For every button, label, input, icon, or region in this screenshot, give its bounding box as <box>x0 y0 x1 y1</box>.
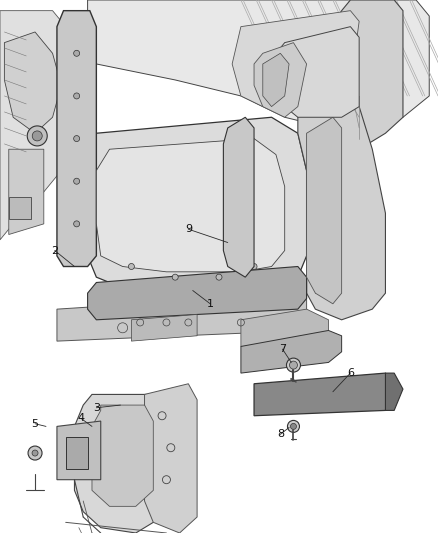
Polygon shape <box>4 32 61 133</box>
Circle shape <box>128 263 134 270</box>
Polygon shape <box>66 437 88 469</box>
Text: 1: 1 <box>207 299 214 309</box>
Polygon shape <box>254 43 307 117</box>
Polygon shape <box>276 27 359 117</box>
Circle shape <box>286 358 300 372</box>
Text: 4: 4 <box>78 414 85 423</box>
Polygon shape <box>57 293 307 341</box>
Circle shape <box>74 178 80 184</box>
Text: 8: 8 <box>277 430 284 439</box>
Polygon shape <box>9 149 44 235</box>
Circle shape <box>32 450 38 456</box>
Circle shape <box>290 361 297 369</box>
Circle shape <box>27 126 47 146</box>
Polygon shape <box>0 11 88 240</box>
Polygon shape <box>232 11 359 107</box>
Polygon shape <box>131 314 197 341</box>
Text: 5: 5 <box>32 419 39 429</box>
Polygon shape <box>74 394 166 533</box>
Polygon shape <box>96 139 285 272</box>
Text: 7: 7 <box>279 344 286 354</box>
Polygon shape <box>88 117 307 293</box>
Circle shape <box>290 423 297 430</box>
Polygon shape <box>385 373 403 410</box>
Text: 9: 9 <box>185 224 192 234</box>
Polygon shape <box>88 0 429 133</box>
Polygon shape <box>88 266 307 320</box>
Polygon shape <box>145 384 197 533</box>
Circle shape <box>32 131 42 141</box>
Polygon shape <box>223 117 254 277</box>
Polygon shape <box>333 0 403 149</box>
Circle shape <box>74 221 80 227</box>
Text: 3: 3 <box>93 403 100 413</box>
Polygon shape <box>241 309 328 352</box>
Polygon shape <box>92 405 153 506</box>
Polygon shape <box>307 117 342 304</box>
Polygon shape <box>9 197 31 219</box>
Circle shape <box>287 421 300 432</box>
Text: 2: 2 <box>51 246 58 255</box>
Circle shape <box>172 274 178 280</box>
Circle shape <box>216 274 222 280</box>
Polygon shape <box>263 53 289 107</box>
Circle shape <box>74 93 80 99</box>
Polygon shape <box>254 373 394 416</box>
Circle shape <box>28 446 42 460</box>
Text: 6: 6 <box>347 368 354 378</box>
Polygon shape <box>57 421 101 480</box>
Polygon shape <box>241 330 342 373</box>
Circle shape <box>74 135 80 142</box>
Circle shape <box>74 50 80 56</box>
Polygon shape <box>57 11 96 266</box>
Polygon shape <box>298 96 385 320</box>
Circle shape <box>251 263 257 270</box>
